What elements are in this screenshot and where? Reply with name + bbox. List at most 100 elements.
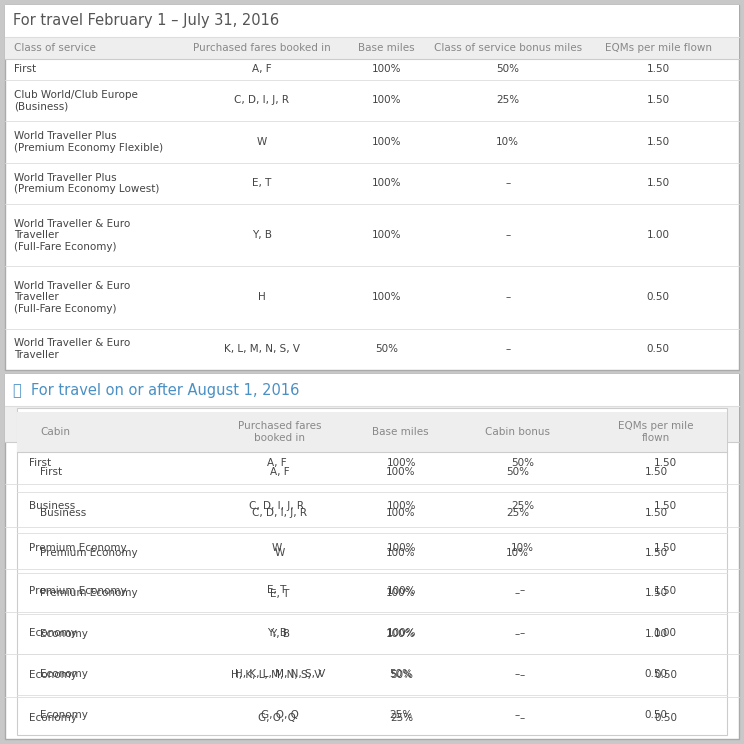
Text: –: – xyxy=(520,713,525,722)
Text: –: – xyxy=(505,344,510,354)
Text: Economy: Economy xyxy=(29,713,77,722)
Text: Purchased fares
booked in: Purchased fares booked in xyxy=(235,413,318,434)
Text: Economy: Economy xyxy=(29,670,77,680)
Text: 0.50: 0.50 xyxy=(647,292,670,302)
Text: W: W xyxy=(257,137,267,147)
Text: –: – xyxy=(515,670,520,679)
Text: Cabin bonus: Cabin bonus xyxy=(485,427,550,437)
Text: 0.50: 0.50 xyxy=(647,344,670,354)
Text: 25%: 25% xyxy=(511,501,534,510)
Text: Economy: Economy xyxy=(29,628,77,638)
Text: Economy: Economy xyxy=(40,670,89,679)
Text: 100%: 100% xyxy=(387,586,416,595)
Text: –: – xyxy=(520,628,525,638)
Text: 50%: 50% xyxy=(375,344,398,354)
Text: –: – xyxy=(520,586,525,595)
Text: 50%: 50% xyxy=(496,65,519,74)
Text: 1.00: 1.00 xyxy=(644,629,667,639)
Text: 100%: 100% xyxy=(372,137,402,147)
Text: 1.50: 1.50 xyxy=(654,458,677,468)
Text: –: – xyxy=(515,710,520,719)
Text: First: First xyxy=(40,467,62,477)
Text: Base miles: Base miles xyxy=(373,419,430,429)
Text: EQMs per mile
flown: EQMs per mile flown xyxy=(618,421,693,443)
Text: Cabin: Cabin xyxy=(29,419,59,429)
Text: H: H xyxy=(258,292,266,302)
Text: H, K, L, M, N, S, V: H, K, L, M, N, S, V xyxy=(234,670,325,679)
Bar xyxy=(5,5,739,37)
Text: 1.50: 1.50 xyxy=(654,543,677,553)
Text: 100%: 100% xyxy=(385,589,415,598)
Text: 100%: 100% xyxy=(385,507,415,518)
Text: 25%: 25% xyxy=(390,713,413,722)
Text: –: – xyxy=(505,179,510,188)
Text: Purchased fares
booked in: Purchased fares booked in xyxy=(238,421,321,443)
Text: 1.50: 1.50 xyxy=(644,589,667,598)
Text: 1.00: 1.00 xyxy=(654,628,677,638)
Text: 10%: 10% xyxy=(511,543,534,553)
Text: World Traveller Plus
(Premium Economy Lowest): World Traveller Plus (Premium Economy Lo… xyxy=(14,173,160,194)
Text: Economy: Economy xyxy=(40,629,89,639)
Text: C, D, I, J, R: C, D, I, J, R xyxy=(252,507,307,518)
Text: Y, B: Y, B xyxy=(269,629,289,639)
Text: Ⓢ  For travel on or after August 1, 2016: Ⓢ For travel on or after August 1, 2016 xyxy=(13,382,299,397)
Text: –: – xyxy=(505,292,510,302)
Text: A, F: A, F xyxy=(270,467,289,477)
Text: Cabin bonus: Cabin bonus xyxy=(490,419,555,429)
Text: World Traveller & Euro
Traveller: World Traveller & Euro Traveller xyxy=(14,339,131,360)
Text: Class of service bonus miles: Class of service bonus miles xyxy=(434,43,582,53)
Text: 50%: 50% xyxy=(390,670,413,680)
Text: 0.50: 0.50 xyxy=(644,710,667,719)
Text: 1.50: 1.50 xyxy=(647,179,670,188)
Text: 1.50: 1.50 xyxy=(654,586,677,595)
Text: 1.50: 1.50 xyxy=(647,65,670,74)
Text: –: – xyxy=(515,589,520,598)
Text: 50%: 50% xyxy=(511,458,534,468)
Text: E, T: E, T xyxy=(267,586,286,595)
Text: –: – xyxy=(505,230,510,240)
Text: 0.50: 0.50 xyxy=(654,713,677,722)
Text: Premium Economy: Premium Economy xyxy=(29,586,126,595)
Text: W: W xyxy=(275,548,285,558)
Text: EQMs per mile flown: EQMs per mile flown xyxy=(605,43,712,53)
Text: First: First xyxy=(14,65,36,74)
Text: EQMs per mile
flown: EQMs per mile flown xyxy=(628,413,703,434)
Text: K, L, M, N, S, V: K, L, M, N, S, V xyxy=(224,344,300,354)
Text: 100%: 100% xyxy=(372,230,402,240)
Text: 100%: 100% xyxy=(387,458,416,468)
Text: –: – xyxy=(520,670,525,680)
Text: First: First xyxy=(29,458,51,468)
Text: E, T: E, T xyxy=(252,179,272,188)
Text: 1.50: 1.50 xyxy=(644,548,667,558)
Text: H, K, L, M, N, S, V: H, K, L, M, N, S, V xyxy=(231,670,321,680)
Text: For travel February 1 – July 31, 2016: For travel February 1 – July 31, 2016 xyxy=(13,13,279,28)
Text: Purchased fares booked in: Purchased fares booked in xyxy=(193,43,331,53)
Text: 100%: 100% xyxy=(385,548,415,558)
Text: G, O, Q: G, O, Q xyxy=(257,713,295,722)
Text: World Traveller Plus
(Premium Economy Flexible): World Traveller Plus (Premium Economy Fl… xyxy=(14,131,164,153)
Text: 100%: 100% xyxy=(372,292,402,302)
Text: 50%: 50% xyxy=(506,467,529,477)
Text: A, F: A, F xyxy=(252,65,272,74)
Text: Premium Economy: Premium Economy xyxy=(40,548,138,558)
Text: 50%: 50% xyxy=(389,670,412,679)
Text: W: W xyxy=(272,543,282,553)
Text: 1.50: 1.50 xyxy=(644,467,667,477)
Text: Business: Business xyxy=(29,501,75,510)
Bar xyxy=(17,408,727,735)
Text: Cabin: Cabin xyxy=(40,427,70,437)
Text: Y, B: Y, B xyxy=(266,628,286,638)
Text: 100%: 100% xyxy=(387,501,416,510)
Text: C, D, I, J, R: C, D, I, J, R xyxy=(249,501,304,510)
Text: Y, B: Y, B xyxy=(252,230,272,240)
Text: 1.50: 1.50 xyxy=(654,501,677,510)
Text: 1.50: 1.50 xyxy=(647,137,670,147)
Text: 100%: 100% xyxy=(387,628,416,638)
Text: 1.00: 1.00 xyxy=(647,230,670,240)
Text: E, T: E, T xyxy=(270,589,289,598)
Text: Club World/Club Europe
(Business): Club World/Club Europe (Business) xyxy=(14,90,138,112)
Text: 100%: 100% xyxy=(372,95,402,106)
Text: C, D, I, J, R: C, D, I, J, R xyxy=(234,95,289,106)
Text: 1.50: 1.50 xyxy=(647,95,670,106)
Text: 100%: 100% xyxy=(385,629,415,639)
